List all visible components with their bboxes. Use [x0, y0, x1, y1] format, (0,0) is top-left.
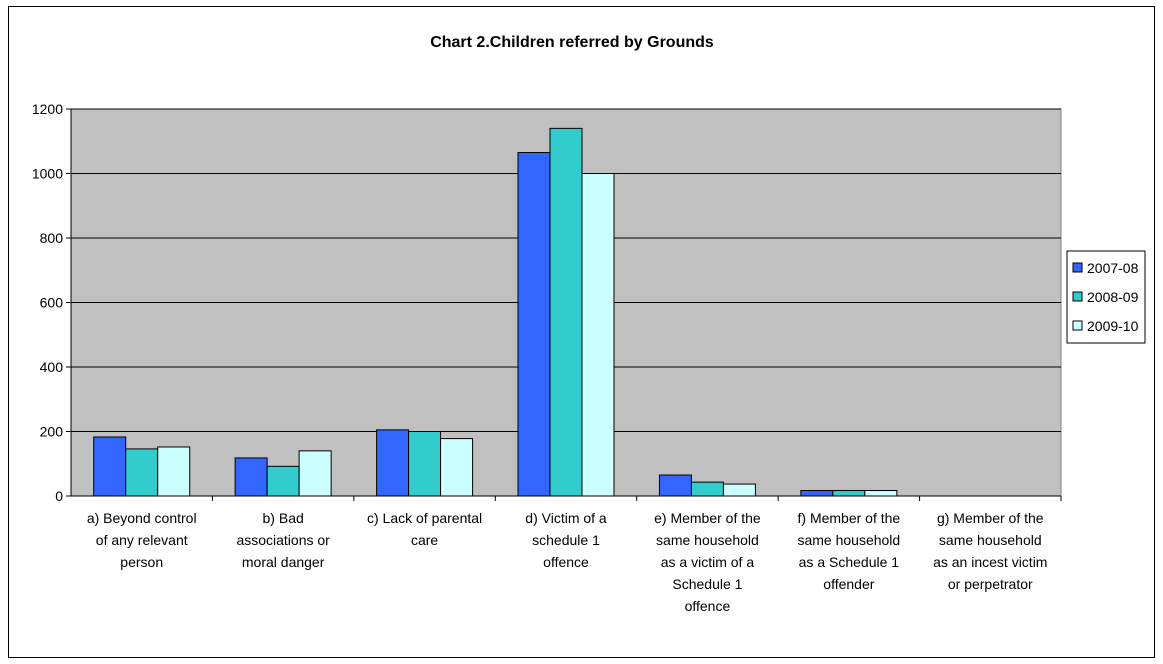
- x-category-label: d) Victim of a schedule 1 offence: [525, 510, 607, 570]
- x-category-label-line: same household: [939, 532, 1042, 548]
- x-category-label: e) Member of the same household as a victi…: [654, 510, 761, 614]
- bar-2009-10: [440, 438, 474, 497]
- chart-title: Chart 2.Children referred by Grounds: [430, 34, 714, 51]
- x-category-label-line: a) Beyond control: [87, 510, 197, 526]
- x-category-label-line: same household: [656, 532, 759, 548]
- x-category-label-line: b) Bad: [263, 510, 304, 526]
- bar-2008-09: [690, 481, 724, 497]
- y-tick-label: 600: [40, 295, 64, 311]
- bar-2009-10: [722, 483, 756, 497]
- bar-2007-08: [234, 457, 268, 497]
- legend-swatch: [1072, 262, 1083, 273]
- x-category-label: b) Bad associations or moral danger: [236, 510, 330, 570]
- x-category-label-line: same household: [797, 532, 900, 548]
- x-category-label-line: or perpetrator: [948, 576, 1033, 592]
- x-category-label: f) Member of the same household as a Sched…: [797, 510, 900, 592]
- plot-area: 0 200 400 600 800 1000 1200 a) Beyond control of…: [32, 101, 1062, 614]
- bar-2007-08: [93, 436, 127, 497]
- x-category-label-line: offence: [685, 598, 731, 614]
- x-category-label-line: c) Lack of parental: [367, 510, 482, 526]
- x-category-label-line: g) Member of the: [937, 510, 1044, 526]
- bar-2008-09: [549, 127, 583, 497]
- y-tick-label: 0: [55, 488, 63, 504]
- x-category-label-line: as a Schedule 1: [799, 554, 900, 570]
- legend-label: 2007-08: [1087, 260, 1139, 276]
- bar-2009-10: [581, 173, 615, 497]
- x-category-label-line: as a victim of a: [661, 554, 755, 570]
- legend: 2007-08 2008-09 2009-10: [1066, 250, 1146, 344]
- x-category-label-line: e) Member of the: [654, 510, 761, 526]
- bar-2008-09: [125, 448, 159, 497]
- x-category-label-line: person: [120, 554, 163, 570]
- bar-2007-08: [658, 474, 692, 497]
- bar-2007-08: [517, 152, 551, 497]
- y-tick-label: 1000: [32, 166, 63, 182]
- bar-2008-09: [266, 465, 300, 497]
- chart-frame: Chart 2.Children referred by Grounds 0 20…: [8, 6, 1155, 658]
- y-tick-label: 200: [40, 424, 64, 440]
- bar-2008-09: [408, 431, 442, 497]
- y-tick-label: 1200: [32, 101, 63, 117]
- bar-2009-10: [864, 490, 898, 497]
- x-category-label-line: as an incest victim: [933, 554, 1047, 570]
- y-tick-label: 800: [40, 230, 64, 246]
- x-category-label-line: care: [411, 532, 438, 548]
- legend-label: 2009-10: [1087, 318, 1139, 334]
- x-category-label-line: Schedule 1: [672, 576, 742, 592]
- legend-swatch: [1072, 291, 1083, 302]
- x-category-label-line: f) Member of the: [798, 510, 901, 526]
- bar-2009-10: [157, 446, 191, 497]
- legend-label: 2008-09: [1087, 289, 1139, 305]
- x-category-label-line: offence: [543, 554, 589, 570]
- legend-swatch: [1072, 320, 1083, 331]
- x-category-label-line: of any relevant: [96, 532, 188, 548]
- bar-2008-09: [832, 490, 866, 497]
- bar-2007-08: [376, 429, 410, 497]
- x-category-label-line: schedule 1: [532, 532, 600, 548]
- x-category-label-line: associations or: [236, 532, 330, 548]
- bar-2009-10: [298, 450, 332, 497]
- x-category-label: g) Member of the same household as an ince…: [933, 510, 1047, 592]
- x-category-label-line: offender: [823, 576, 874, 592]
- x-category-label: a) Beyond control of any relevant person: [87, 510, 197, 570]
- y-tick-label: 400: [40, 359, 64, 375]
- x-category-label-line: moral danger: [242, 554, 325, 570]
- bar-chart: Chart 2.Children referred by Grounds 0 20…: [32, 34, 1146, 614]
- x-category-label: c) Lack of parental care: [367, 510, 482, 548]
- x-category-label-line: d) Victim of a: [525, 510, 607, 526]
- bar-2007-08: [800, 490, 834, 497]
